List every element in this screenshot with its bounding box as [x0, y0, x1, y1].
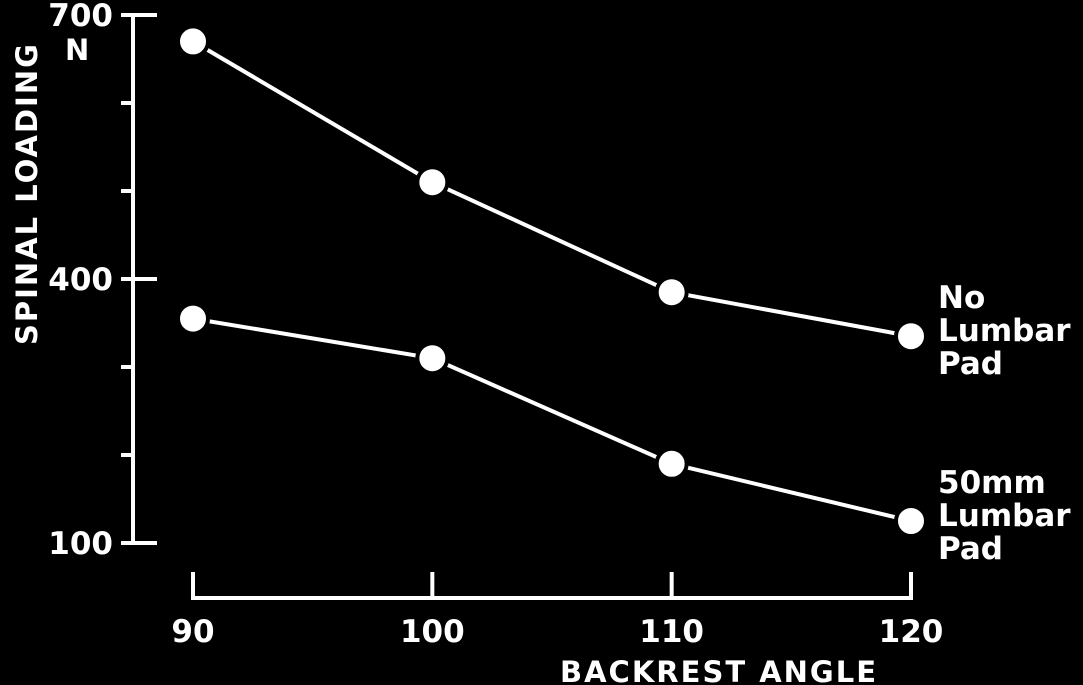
y-tick-label: 700 — [48, 0, 113, 34]
series-layer — [176, 24, 928, 538]
series-2-label: Lumbar — [938, 498, 1071, 534]
series-2-segment — [431, 356, 673, 466]
y-axis-label: SPINAL LOADING — [10, 42, 44, 345]
series-2-segment — [671, 461, 912, 523]
series-1-segment — [671, 290, 912, 339]
x-tick-label: 100 — [400, 614, 465, 650]
series-2-label: Pad — [938, 531, 1003, 567]
series-1-label: Lumbar — [938, 313, 1071, 349]
series-1-point — [654, 275, 689, 310]
series-2-point — [654, 446, 689, 481]
y-axis-unit: N — [65, 33, 89, 67]
y-axis: 700 400 100 — [48, 0, 157, 562]
series-1-point — [415, 165, 450, 200]
series-2-point — [176, 301, 210, 336]
x-tick-label: 90 — [171, 614, 214, 650]
series-1-segment — [191, 39, 434, 184]
x-tick-label: 120 — [879, 614, 944, 650]
y-tick-label: 400 — [48, 262, 113, 298]
series-2-label: 50mm — [938, 465, 1046, 501]
series-1-point — [176, 24, 210, 59]
series-2-point — [894, 504, 928, 538]
series-1-point — [894, 319, 928, 354]
series-1-label: No — [938, 280, 985, 316]
series-1-segment — [431, 180, 673, 295]
series-2-point — [415, 341, 450, 376]
x-axis: 90 100 110 120 — [171, 572, 943, 650]
x-tick-label: 110 — [639, 614, 704, 650]
series-1-label: Pad — [938, 346, 1003, 382]
series-2-segment — [192, 316, 433, 361]
y-tick-label: 100 — [48, 526, 113, 562]
x-axis-label: BACKREST ANGLE — [560, 655, 878, 685]
